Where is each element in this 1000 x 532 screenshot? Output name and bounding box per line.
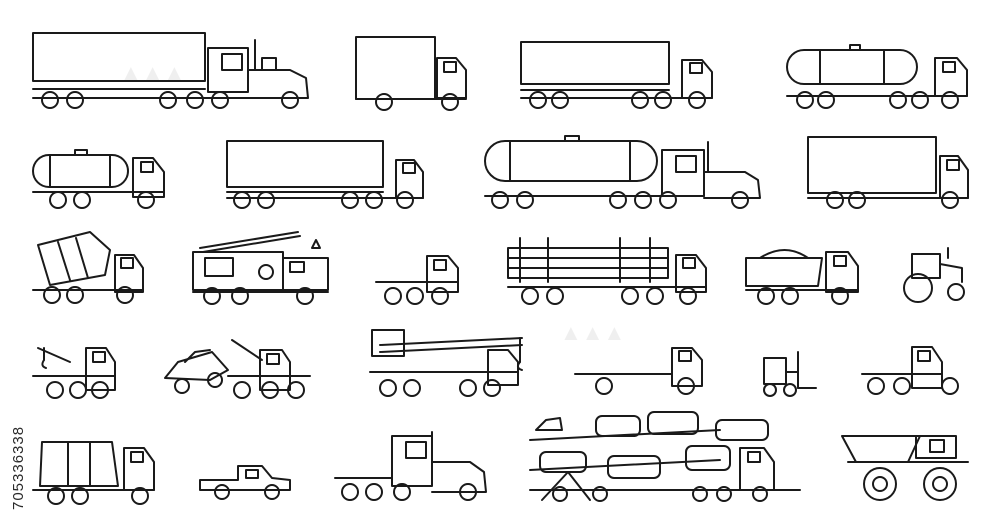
tow-truck-with-car-icon [164,339,311,399]
mobile-crane-truck-icon [369,329,523,397]
box-truck-icon [355,36,467,111]
tow-truck-icon [32,347,116,399]
flatbed-truck-icon [574,347,703,395]
stock-image-id: 705336338 [10,425,27,510]
car-carrier-truck-icon [529,411,801,502]
mining-dump-truck-icon [841,435,969,501]
tanker-trailer-truck-icon [786,44,968,109]
long-tanker-semi-truck-icon [484,135,761,209]
garbage-truck-icon [32,441,155,505]
box-trailer-truck-icon [520,41,713,109]
semi-truck-box-trailer-icon [32,32,309,109]
large-box-truck-icon [807,136,969,209]
semi-tractor-icon [334,431,487,501]
pickup-truck-icon [199,465,291,500]
forklift-icon [763,351,817,397]
tank-truck-icon [32,149,165,209]
cement-mixer-truck-icon [32,231,144,304]
long-box-trailer-truck-icon [226,140,424,209]
dump-truck-icon [745,249,859,305]
logging-truck-icon [507,237,707,305]
tractor-unit-icon [375,255,459,305]
farm-tractor-icon [903,247,965,303]
cab-chassis-truck-icon [861,346,959,395]
fire-engine-icon [192,231,329,305]
